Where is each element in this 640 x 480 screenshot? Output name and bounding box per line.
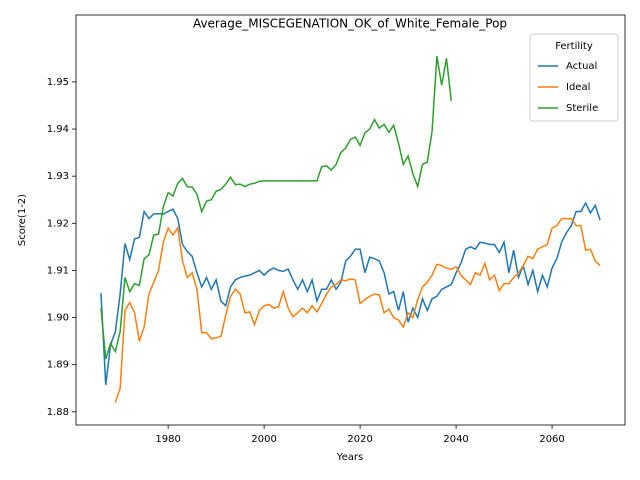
data-line: [100, 55, 453, 360]
chart-title: Average_MISCEGENATION_OK_of_White_Female…: [193, 17, 507, 31]
x-tick-label: 1980: [155, 434, 180, 445]
x-axis-label: Years: [336, 452, 363, 463]
data-line: [114, 217, 601, 403]
y-tick-label: 1.92: [47, 218, 69, 229]
x-tick-label: 2020: [347, 434, 372, 445]
x-tick-label: 2040: [443, 434, 468, 445]
y-tick-label: 1.89: [47, 360, 69, 371]
legend-box: [529, 33, 619, 122]
y-tick-label: 1.88: [47, 407, 69, 418]
legend-label: Ideal: [566, 82, 590, 93]
legend-label: Sterile: [566, 103, 598, 114]
y-tick-label: 1.93: [47, 171, 69, 182]
plot-area: [100, 55, 601, 403]
legend-label: Actual: [566, 61, 597, 72]
axes-frame: [75, 14, 626, 426]
x-tick-label: 2060: [539, 434, 564, 445]
legend-title: Fertility: [555, 41, 593, 52]
x-tick-label: 2000: [251, 434, 276, 445]
y-tick-label: 1.91: [47, 265, 69, 276]
y-tick-label: 1.90: [47, 313, 69, 324]
data-line: [100, 201, 601, 386]
y-axis-label: Score(1-2): [17, 194, 28, 246]
y-tick-label: 1.95: [47, 77, 69, 88]
y-tick-label: 1.94: [47, 124, 69, 135]
